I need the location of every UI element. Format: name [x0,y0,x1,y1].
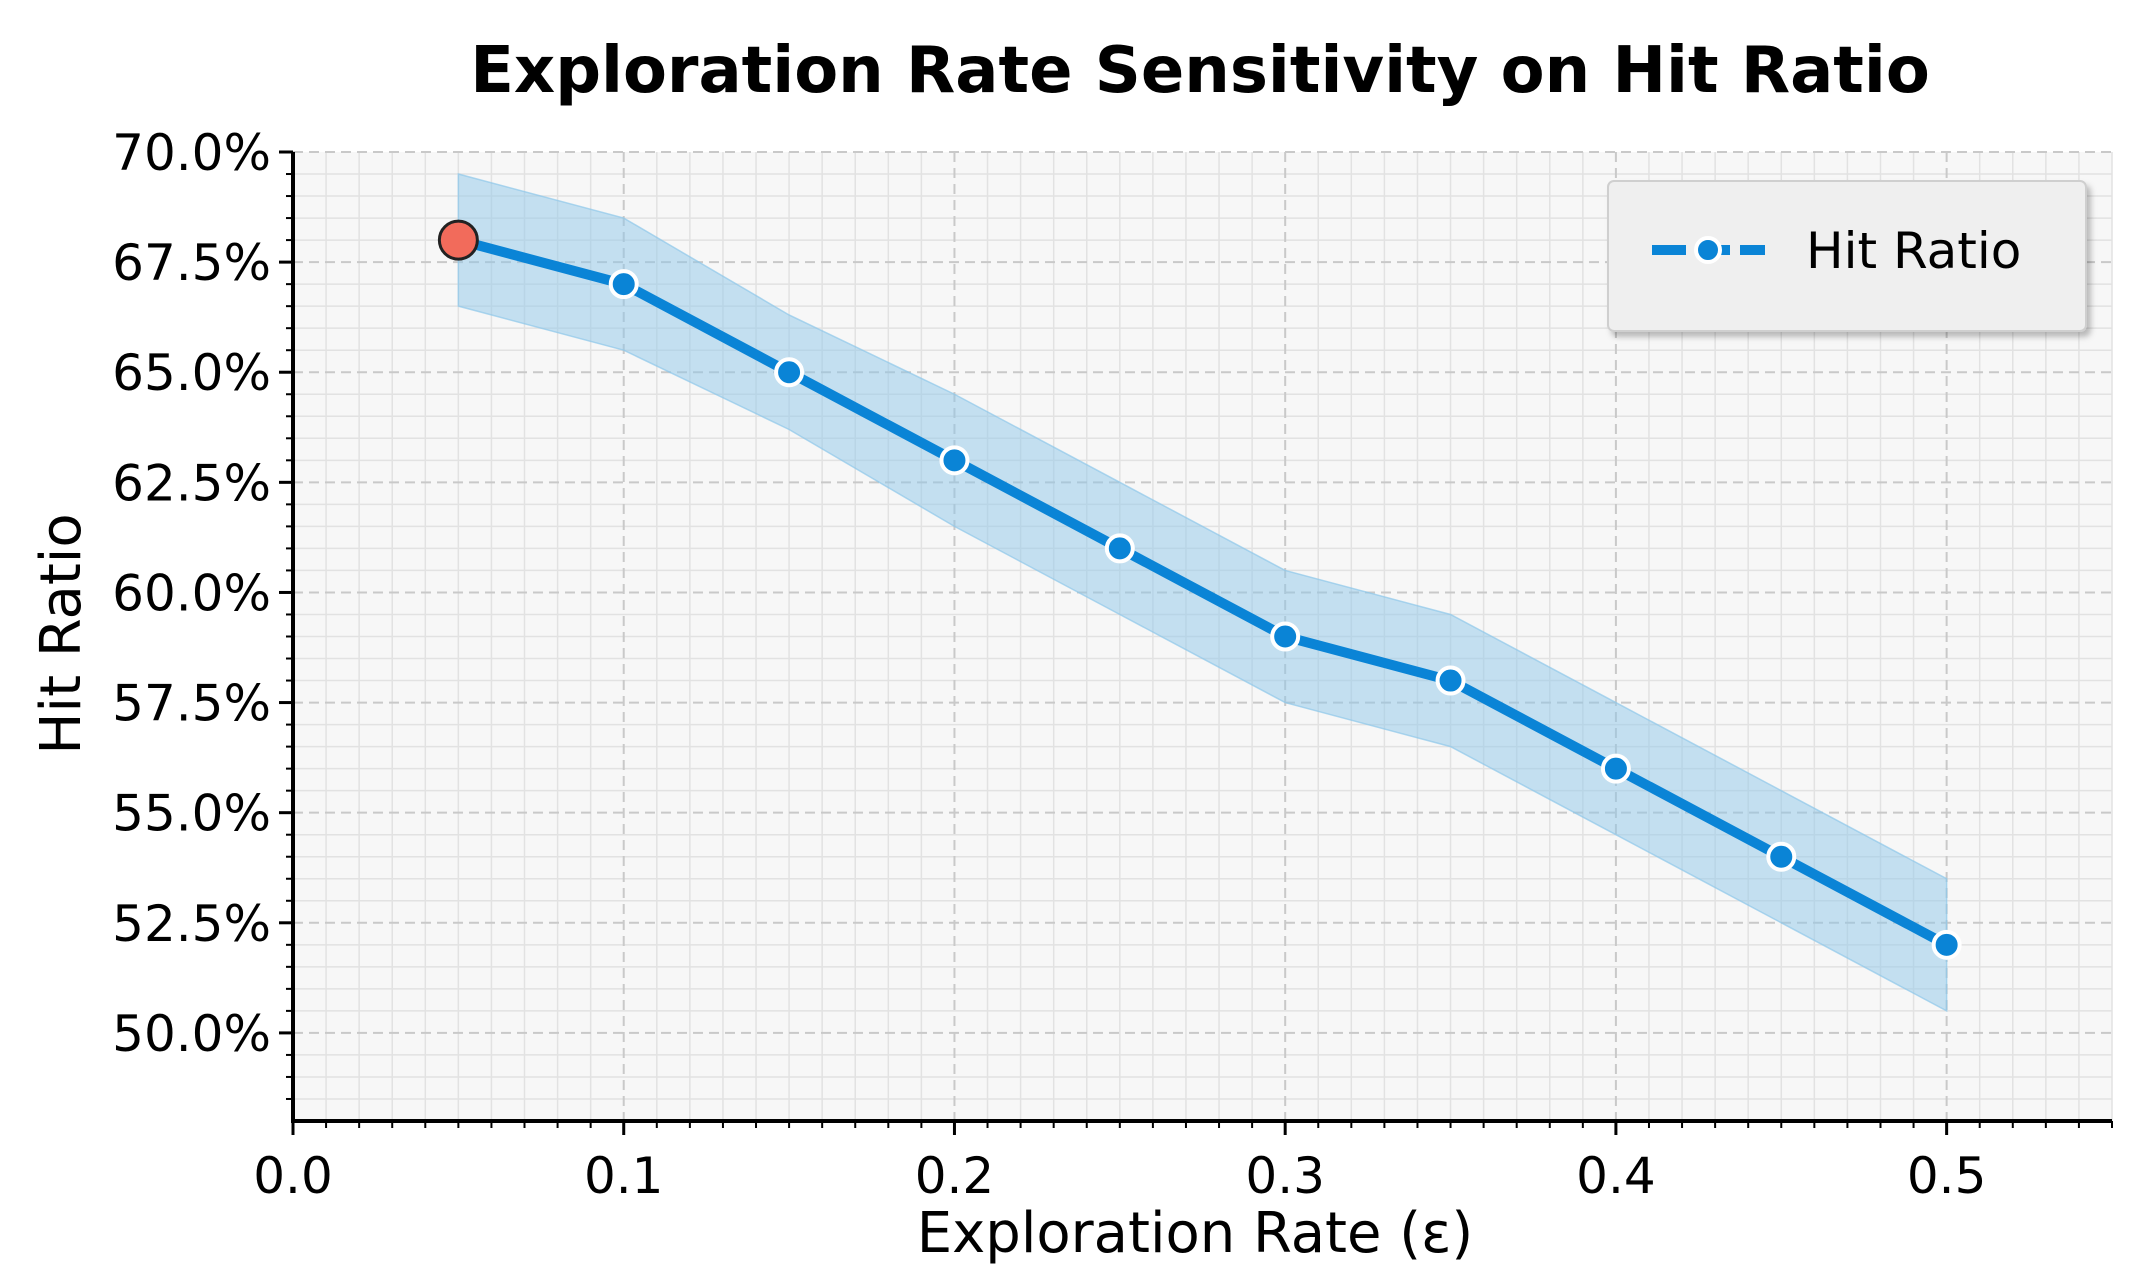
y-tick-label: 60.0% [112,564,271,622]
legend-label-hit-ratio: Hit Ratio [1806,222,2021,280]
legend-marker-icon [1694,236,1722,264]
highlight-point [437,219,479,261]
legend-box [1607,180,2087,332]
x-tick-label: 0.2 [915,1147,995,1205]
y-axis-ticks: 50.0% 52.5% 55.0% 57.5% 60.0% 62.5% 65.0% 67.5%… [112,124,293,1100]
series-line-hit-ratio [453,235,1952,950]
data-point[interactable] [1104,533,1135,564]
data-point[interactable] [774,357,805,388]
y-tick-label: 67.5% [112,234,271,292]
x-axis-label: Exploration Rate (ε) [917,1201,1473,1266]
y-tick-label: 55.0% [112,785,271,843]
x-tick-label: 0.3 [1245,1147,1325,1205]
x-tick-label: 0.1 [584,1147,664,1205]
data-point[interactable] [1435,665,1466,696]
x-tick-label: 0.4 [1576,1147,1656,1205]
data-point[interactable] [939,445,970,476]
data-point[interactable] [1766,841,1797,872]
y-tick-label: 52.5% [112,895,271,953]
x-axis-ticks: 0.0 0.1 0.2 0.3 0.4 0.5 [253,1121,2113,1205]
x-tick-label: 0.0 [253,1147,333,1205]
legend[interactable]: Hit Ratio [1607,180,2087,332]
y-tick-label: 50.0% [112,1005,271,1063]
y-tick-label: 65.0% [112,344,271,402]
x-tick-label: 0.5 [1907,1147,1987,1205]
data-point[interactable] [608,269,639,300]
chart-title: Exploration Rate Sensitivity on Hit Rati… [470,34,1930,108]
y-tick-label: 62.5% [112,454,271,512]
y-axis-label: Hit Ratio [29,513,94,754]
data-point[interactable] [1931,929,1962,960]
data-point[interactable] [1600,753,1631,784]
y-tick-label: 70.0% [112,124,271,182]
data-point[interactable] [1270,621,1301,652]
y-tick-label: 57.5% [112,675,271,733]
data-markers [608,269,1962,960]
